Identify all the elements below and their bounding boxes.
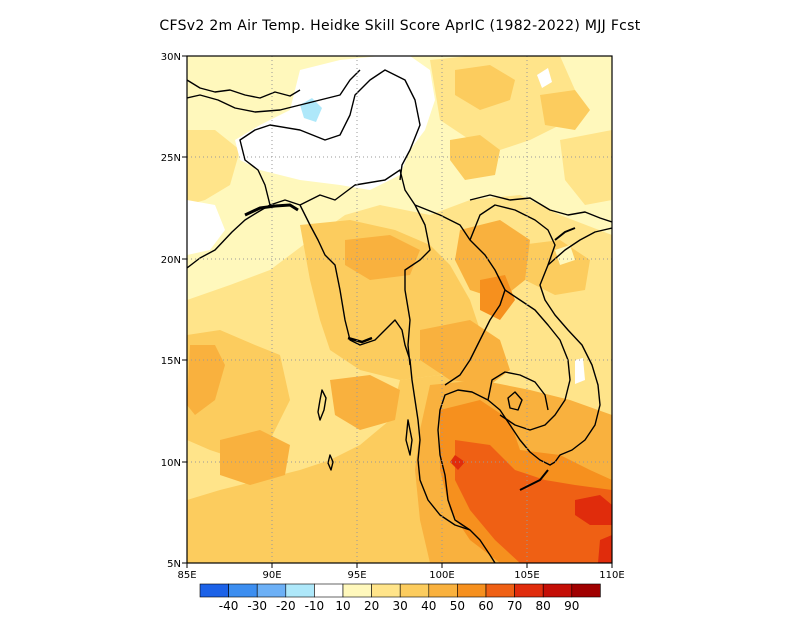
lon-tick-label: 85E bbox=[177, 570, 196, 581]
colorbar-label: 40 bbox=[421, 599, 436, 613]
colorbar-swatch bbox=[571, 583, 601, 598]
plot-frame bbox=[186, 55, 613, 564]
lon-tick-labels: 85E 90E 95E 100E 105E 110E bbox=[177, 570, 624, 581]
colorbar-label: 90 bbox=[564, 599, 579, 613]
colorbar-swatch bbox=[314, 583, 344, 598]
colorbar-labels: -40 -30 -20 -10 10 20 30 40 50 60 70 80 90 bbox=[219, 599, 580, 613]
graticule bbox=[187, 56, 612, 563]
lat-tick-label: 10N bbox=[161, 458, 181, 469]
lat-tick-label: 30N bbox=[161, 52, 181, 63]
lat-tick-label: 25N bbox=[161, 153, 181, 164]
lon-tick-label: 90E bbox=[262, 570, 281, 581]
lat-tick-label: 5N bbox=[167, 559, 181, 570]
coastline-borders bbox=[187, 69, 612, 563]
colorbar-swatch bbox=[285, 583, 315, 598]
colorbar-swatch bbox=[371, 583, 401, 598]
lon-tick-label: 100E bbox=[429, 570, 454, 581]
lon-tick-label: 95E bbox=[347, 570, 366, 581]
colorbar-swatch bbox=[228, 583, 258, 598]
colorbar bbox=[199, 583, 601, 598]
colorbar-label: -10 bbox=[305, 599, 325, 613]
colorbar-label: 80 bbox=[536, 599, 551, 613]
colorbar-swatch bbox=[542, 583, 573, 598]
colorbar-swatch bbox=[199, 583, 229, 598]
colorbar-swatch bbox=[399, 583, 430, 598]
colorbar-label: -40 bbox=[219, 599, 239, 613]
tick-marks bbox=[182, 55, 613, 568]
colorbar-swatch bbox=[342, 583, 372, 598]
colorbar-label: -30 bbox=[247, 599, 267, 613]
colorbar-label: 30 bbox=[393, 599, 408, 613]
colorbar-label: 20 bbox=[364, 599, 379, 613]
lon-tick-label: 105E bbox=[514, 570, 539, 581]
lat-tick-label: 20N bbox=[161, 255, 181, 266]
colorbar-swatch bbox=[428, 583, 458, 598]
colorbar-swatch bbox=[457, 583, 487, 598]
colorbar-label: -20 bbox=[276, 599, 296, 613]
map-title: CFSv2 2m Air Temp. Heidke Skill Score Ap… bbox=[159, 18, 641, 34]
colorbar-label: 50 bbox=[450, 599, 465, 613]
lat-tick-label: 15N bbox=[161, 356, 181, 367]
colorbar-swatch bbox=[514, 583, 544, 598]
colorbar-swatch bbox=[485, 583, 515, 598]
lon-tick-label: 110E bbox=[599, 570, 624, 581]
colorbar-swatch bbox=[256, 583, 287, 598]
lat-tick-labels: 5N 10N 15N 20N 25N 30N bbox=[161, 52, 181, 570]
colorbar-label: 10 bbox=[335, 599, 350, 613]
colorbar-label: 60 bbox=[478, 599, 493, 613]
colorbar-label: 70 bbox=[507, 599, 522, 613]
